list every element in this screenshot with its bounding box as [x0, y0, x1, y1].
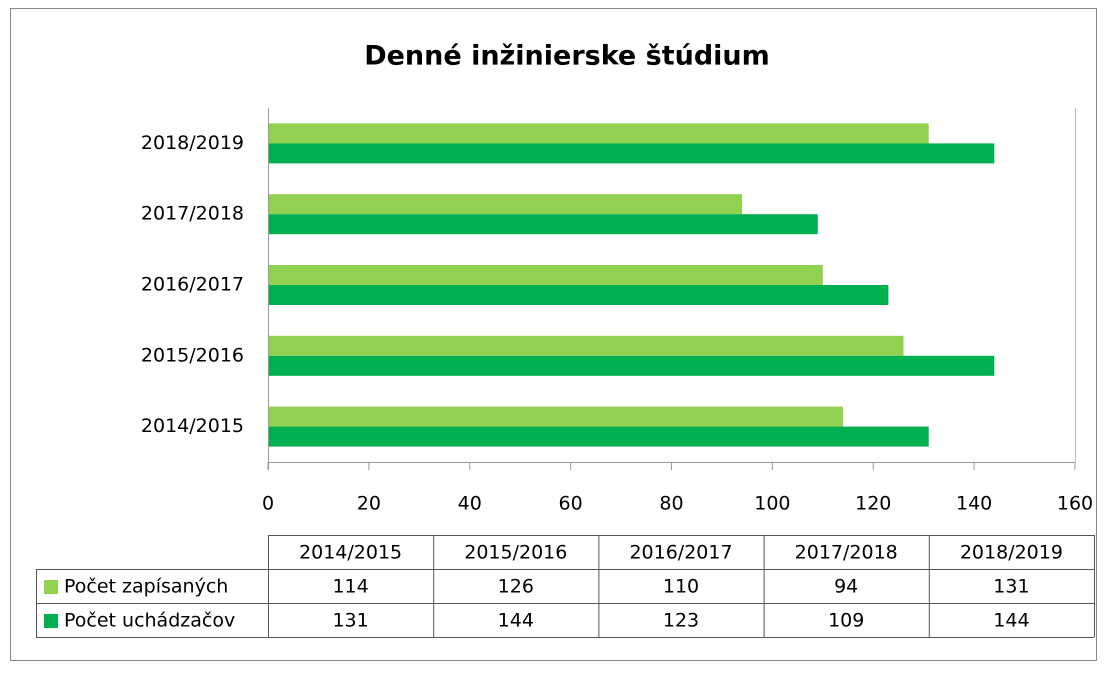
table-header: 2017/2018	[795, 542, 898, 564]
bar	[268, 123, 929, 144]
y-tick-label: 2014/2015	[141, 415, 244, 437]
x-tick-label: 80	[659, 493, 683, 515]
chart-title: Denné inžinierske štúdium	[364, 41, 770, 72]
x-tick-label: 100	[754, 493, 790, 515]
bar	[268, 355, 995, 376]
table-header: 2015/2016	[464, 542, 567, 564]
bar	[268, 265, 823, 285]
legend-label: Počet zapísaných	[64, 576, 228, 598]
table-value: 123	[663, 610, 699, 632]
bar	[268, 406, 843, 427]
x-tick-label: 60	[559, 493, 583, 515]
table-value: 110	[663, 576, 699, 598]
table-value: 126	[498, 576, 534, 598]
bar	[268, 143, 995, 164]
bar	[268, 285, 889, 305]
table-header: 2016/2017	[629, 542, 732, 564]
y-tick-label: 2015/2016	[141, 344, 244, 366]
table-value: 144	[993, 610, 1029, 632]
y-tick-label: 2018/2019	[141, 132, 244, 154]
y-tick-label: 2016/2017	[141, 274, 244, 296]
legend-swatch	[44, 614, 58, 628]
x-tick-label: 140	[956, 493, 992, 515]
bar	[268, 194, 743, 215]
bar	[268, 426, 929, 447]
table-value: 144	[498, 610, 534, 632]
table-header: 2014/2015	[299, 542, 402, 564]
table-header: 2018/2019	[960, 542, 1063, 564]
x-tick-label: 0	[262, 493, 274, 515]
x-tick-label: 120	[855, 493, 891, 515]
x-tick-label: 40	[458, 493, 482, 515]
table-value: 114	[332, 576, 368, 598]
legend-label: Počet uchádzačov	[64, 610, 235, 632]
table-value: 94	[834, 576, 858, 598]
y-tick-label: 2017/2018	[141, 203, 244, 225]
bar	[268, 214, 818, 235]
chart-frame	[10, 8, 1097, 661]
table-value: 131	[332, 610, 368, 632]
legend-swatch	[44, 580, 58, 594]
x-tick-label: 20	[357, 493, 381, 515]
table-value: 131	[993, 576, 1029, 598]
table-value: 109	[828, 610, 864, 632]
x-tick-label: 160	[1057, 493, 1093, 515]
bar	[268, 335, 904, 356]
